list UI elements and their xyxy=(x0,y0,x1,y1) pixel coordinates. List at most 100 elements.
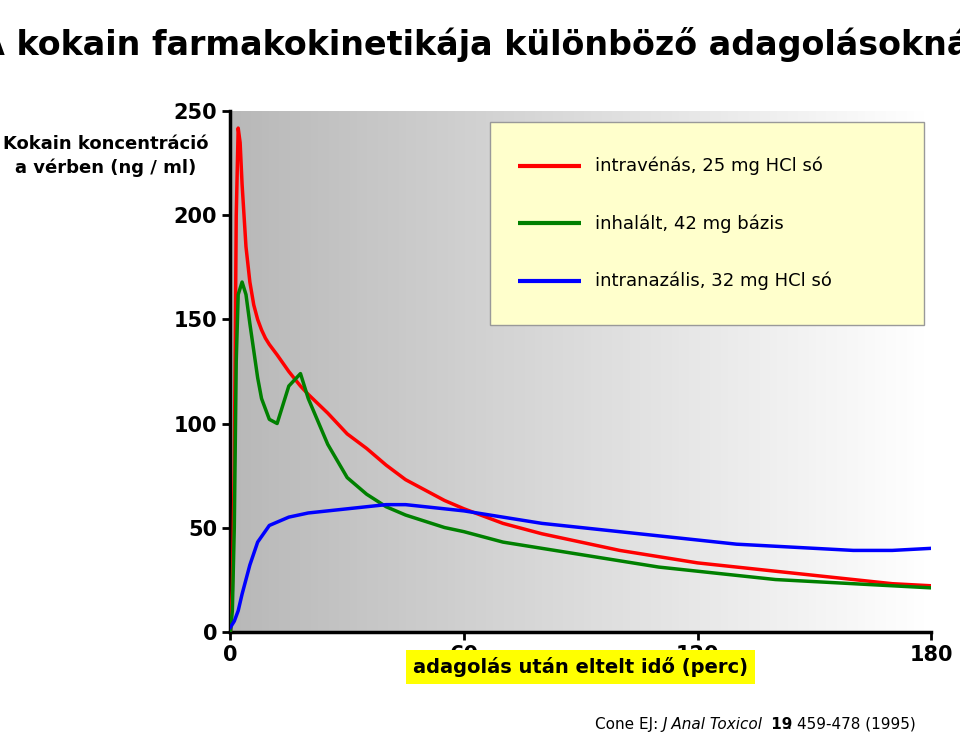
Bar xyxy=(269,111,273,632)
Text: intravénás, 25 mg HCl só: intravénás, 25 mg HCl só xyxy=(595,156,823,175)
Bar xyxy=(346,111,349,632)
Text: J Anal Toxicol: J Anal Toxicol xyxy=(662,717,762,732)
Bar xyxy=(857,111,861,632)
Bar xyxy=(655,111,658,632)
Bar xyxy=(322,111,325,632)
Bar xyxy=(851,111,854,632)
Bar xyxy=(598,111,602,632)
Bar xyxy=(560,111,564,632)
Bar xyxy=(798,111,802,632)
Bar xyxy=(876,111,878,632)
Bar xyxy=(388,111,392,632)
Bar xyxy=(276,111,279,632)
Bar xyxy=(252,111,255,632)
Bar xyxy=(735,111,738,632)
Bar xyxy=(878,111,882,632)
Bar xyxy=(304,111,307,632)
Bar xyxy=(616,111,619,632)
Bar xyxy=(532,111,536,632)
Bar xyxy=(409,111,413,632)
Bar xyxy=(647,111,651,632)
Bar xyxy=(679,111,683,632)
Bar xyxy=(784,111,787,632)
Bar xyxy=(816,111,819,632)
Bar xyxy=(483,111,486,632)
Bar xyxy=(903,111,906,632)
Bar xyxy=(234,111,237,632)
Bar xyxy=(833,111,836,632)
Bar xyxy=(865,111,868,632)
Bar xyxy=(279,111,283,632)
Bar xyxy=(468,111,472,632)
Bar xyxy=(704,111,707,632)
Bar xyxy=(517,111,521,632)
Bar xyxy=(640,111,644,632)
Bar xyxy=(311,111,315,632)
Bar xyxy=(917,111,921,632)
Bar xyxy=(847,111,851,632)
Bar xyxy=(570,111,574,632)
Bar xyxy=(413,111,416,632)
Bar xyxy=(728,111,732,632)
Bar xyxy=(349,111,353,632)
Bar xyxy=(426,111,430,632)
Bar xyxy=(746,111,749,632)
Bar xyxy=(685,111,689,632)
Text: Kokain koncentráció
a vérben (ng / ml): Kokain koncentráció a vérben (ng / ml) xyxy=(3,135,208,177)
Bar xyxy=(585,111,588,632)
Bar xyxy=(455,111,458,632)
Bar xyxy=(556,111,560,632)
Bar xyxy=(672,111,676,632)
Bar xyxy=(738,111,742,632)
Bar xyxy=(466,111,468,632)
Bar xyxy=(462,111,466,632)
Bar xyxy=(882,111,886,632)
Bar xyxy=(377,111,381,632)
Bar xyxy=(496,111,500,632)
Bar xyxy=(609,111,612,632)
Bar xyxy=(371,111,374,632)
Bar xyxy=(636,111,640,632)
Bar xyxy=(802,111,805,632)
Bar xyxy=(759,111,763,632)
Bar xyxy=(367,111,371,632)
Bar xyxy=(766,111,770,632)
Bar xyxy=(696,111,700,632)
Bar xyxy=(392,111,396,632)
Bar xyxy=(553,111,556,632)
Bar xyxy=(602,111,606,632)
Bar xyxy=(630,111,634,632)
Bar xyxy=(710,111,714,632)
Text: : 459-478 (1995): : 459-478 (1995) xyxy=(787,717,916,732)
Bar xyxy=(840,111,844,632)
Bar xyxy=(479,111,483,632)
Bar xyxy=(791,111,795,632)
FancyBboxPatch shape xyxy=(490,122,924,325)
Bar xyxy=(619,111,623,632)
Bar xyxy=(265,111,269,632)
Bar xyxy=(700,111,704,632)
Bar xyxy=(420,111,423,632)
Bar xyxy=(230,111,234,632)
Bar xyxy=(564,111,566,632)
Bar xyxy=(504,111,507,632)
Bar xyxy=(325,111,328,632)
Bar xyxy=(423,111,426,632)
Bar xyxy=(717,111,721,632)
Text: inhalált, 42 mg bázis: inhalált, 42 mg bázis xyxy=(595,214,783,233)
Bar xyxy=(248,111,252,632)
Bar xyxy=(549,111,553,632)
Bar xyxy=(819,111,823,632)
Bar xyxy=(434,111,437,632)
Bar xyxy=(332,111,336,632)
Bar xyxy=(545,111,549,632)
Bar xyxy=(665,111,668,632)
Bar xyxy=(539,111,542,632)
Text: Cone EJ:: Cone EJ: xyxy=(595,717,663,732)
Bar xyxy=(574,111,577,632)
Bar xyxy=(490,111,493,632)
Bar xyxy=(258,111,262,632)
Bar xyxy=(612,111,616,632)
Bar xyxy=(868,111,872,632)
Bar xyxy=(416,111,420,632)
